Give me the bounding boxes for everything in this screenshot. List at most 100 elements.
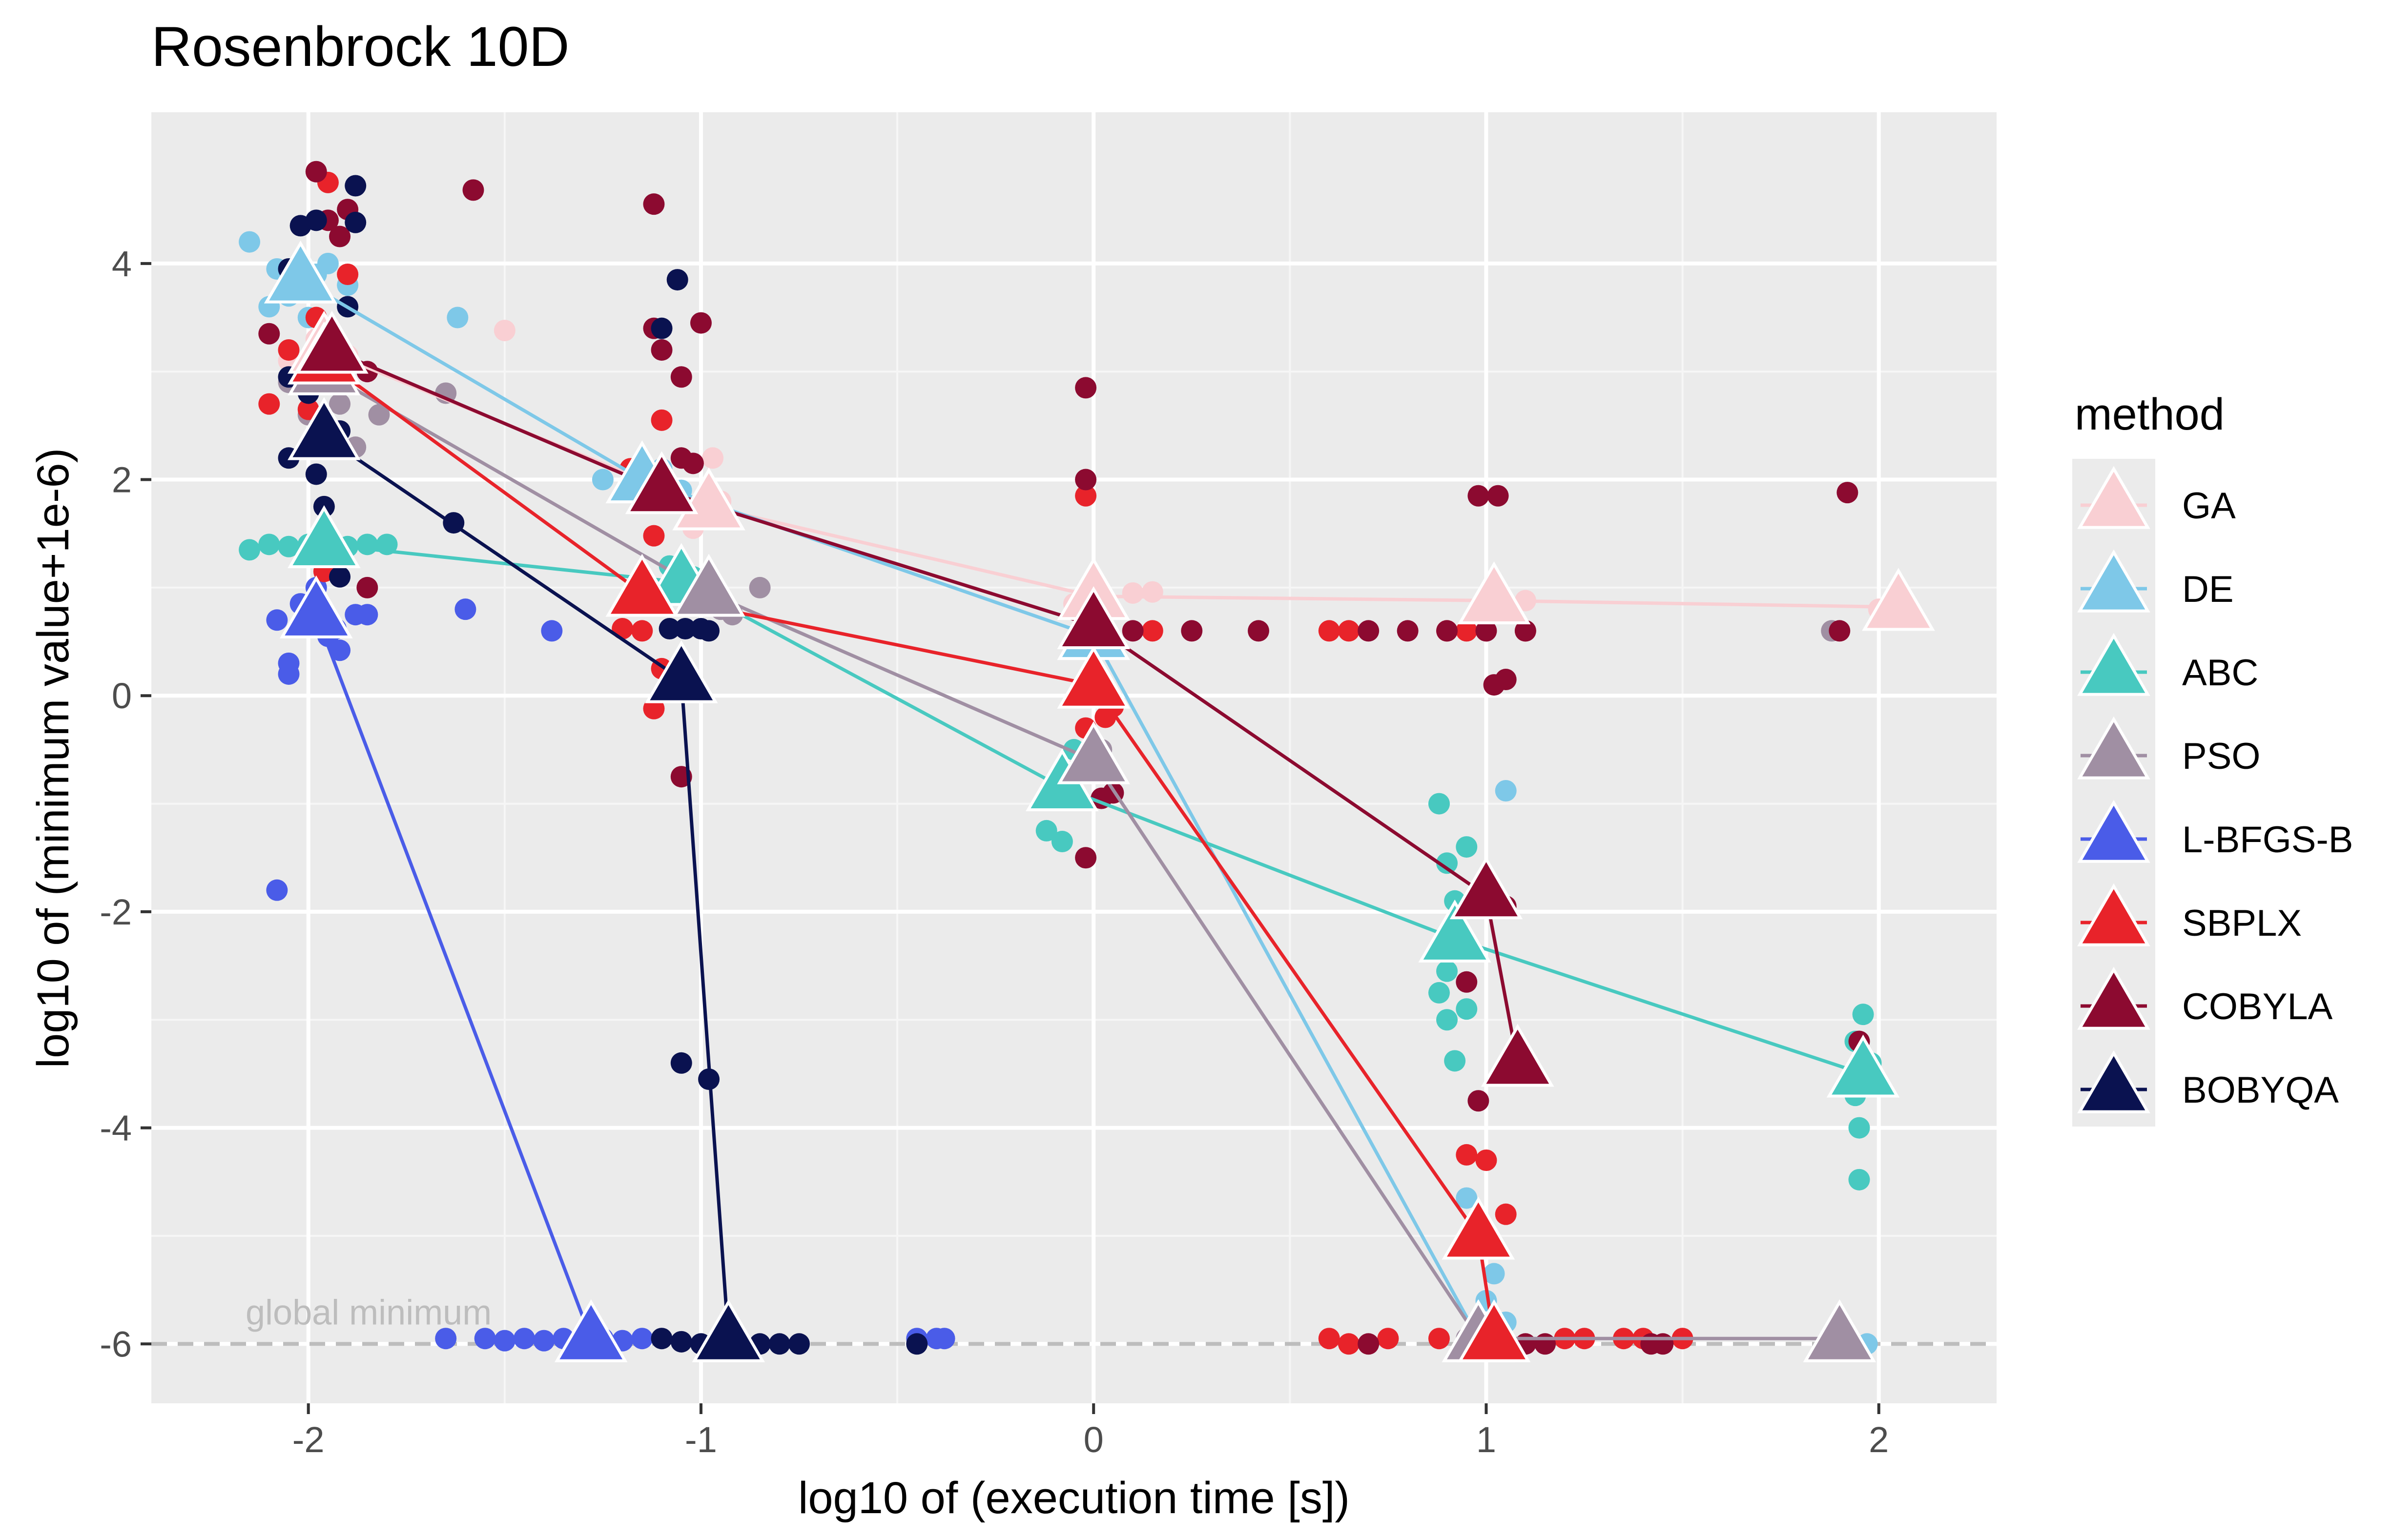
legend-title: method: [2075, 390, 2225, 439]
data-point: [768, 1333, 790, 1355]
mean-marker: [672, 554, 745, 617]
data-point: [1456, 971, 1478, 993]
data-point: [1436, 1009, 1458, 1031]
x-axis-title: log10 of (execution time [s]): [798, 1473, 1350, 1523]
data-point: [674, 618, 696, 639]
data-point: [698, 620, 720, 642]
legend-label: BOBYQA: [2182, 1069, 2339, 1111]
series-means-cobyla: [295, 310, 1554, 1087]
data-point: [1848, 1169, 1870, 1191]
data-point: [1318, 620, 1340, 642]
legend-item-sbplx: SBPLX: [2077, 883, 2302, 946]
data-point: [1318, 1328, 1340, 1350]
data-point: [1829, 620, 1851, 642]
data-point: [447, 307, 469, 329]
y-tick-label: 0: [112, 676, 132, 716]
data-point: [1338, 620, 1360, 642]
mean-marker: [625, 451, 699, 514]
data-point: [329, 639, 351, 661]
data-point: [1456, 1144, 1478, 1166]
data-point: [1035, 820, 1057, 842]
data-point: [1358, 1333, 1380, 1355]
data-point: [592, 469, 614, 491]
data-point: [266, 609, 288, 631]
series-means-l-bfgs-b: [279, 575, 628, 1362]
data-point: [435, 1328, 457, 1350]
legend-key-triangle: [2077, 1050, 2150, 1113]
data-point: [278, 535, 300, 557]
data-point: [514, 1328, 536, 1350]
legend-key-triangle: [2077, 633, 2150, 696]
data-point: [1377, 1328, 1399, 1350]
data-point: [749, 576, 771, 598]
data-point: [494, 320, 516, 342]
series-line-de: [299, 278, 1480, 1339]
data-point: [1848, 1117, 1870, 1139]
data-point: [788, 1333, 810, 1355]
data-point: [278, 339, 300, 361]
data-point: [1475, 620, 1497, 642]
x-tick-label: -1: [685, 1419, 717, 1460]
y-tick-label: -4: [100, 1108, 132, 1149]
data-point: [337, 264, 359, 286]
data-point: [933, 1328, 955, 1350]
series-means-bobyqa: [288, 397, 765, 1362]
data-point: [1248, 620, 1269, 642]
legend-key-triangle: [2077, 466, 2150, 529]
data-point: [1534, 1333, 1556, 1355]
mean-marker: [288, 397, 361, 460]
legend-label: L-BFGS-B: [2182, 819, 2353, 861]
data-point: [651, 409, 673, 431]
data-point: [1444, 1050, 1466, 1072]
legend-key-triangle: [2077, 966, 2150, 1030]
legend-key-triangle: [2077, 716, 2150, 780]
data-point: [1852, 1004, 1874, 1026]
data-point: [1467, 1090, 1489, 1112]
data-point: [258, 323, 280, 345]
legend-item-bobyqa: BOBYQA: [2077, 1050, 2339, 1113]
data-point: [906, 1333, 928, 1355]
data-point: [356, 576, 378, 598]
legend-key-triangle: [2077, 549, 2150, 613]
data-point: [690, 312, 712, 334]
legend-item-de: DE: [2077, 549, 2234, 613]
mean-marker: [1457, 1299, 1531, 1362]
data-point: [1456, 620, 1478, 642]
data-point: [1436, 620, 1458, 642]
chart-title: Rosenbrock 10D: [151, 16, 570, 78]
x-tick-label: 0: [1084, 1419, 1104, 1460]
data-point: [1436, 960, 1458, 982]
legend-item-ga: GA: [2077, 466, 2236, 529]
legend-item-abc: ABC: [2077, 633, 2258, 696]
data-point: [631, 1328, 653, 1350]
data-point: [651, 339, 673, 361]
legend-item-l-bfgs-b: L-BFGS-B: [2077, 800, 2353, 863]
data-point: [651, 317, 673, 339]
mean-marker: [1442, 1196, 1515, 1260]
legend-key-triangle: [2077, 800, 2150, 863]
x-tick-label: 1: [1476, 1419, 1496, 1460]
data-point: [643, 698, 665, 719]
mean-marker: [1457, 561, 1531, 625]
data-point: [329, 393, 351, 415]
mean-marker: [1481, 1024, 1554, 1087]
data-point: [1358, 620, 1380, 642]
mean-marker: [279, 575, 353, 638]
data-point: [297, 398, 319, 420]
data-point: [541, 620, 563, 642]
mean-marker: [692, 1299, 765, 1362]
data-point: [670, 1052, 692, 1074]
data-point: [1428, 793, 1450, 815]
data-point: [1428, 1328, 1450, 1350]
global-minimum-label: global minimum: [246, 1293, 492, 1332]
data-point: [533, 1330, 555, 1352]
data-point: [631, 620, 653, 642]
data-point: [1141, 620, 1163, 642]
data-point: [1075, 377, 1097, 399]
data-point: [494, 1330, 516, 1352]
y-axis-title: log10 of (minimum value+1e-6): [28, 448, 78, 1068]
data-point: [670, 1331, 692, 1353]
legend-label: GA: [2182, 485, 2236, 527]
data-point: [1483, 1263, 1505, 1285]
x-tick-label: -2: [292, 1419, 325, 1460]
